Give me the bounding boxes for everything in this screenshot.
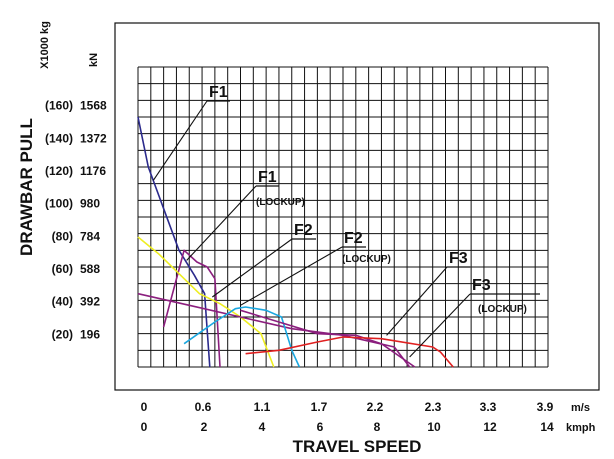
x-tick-ms: 3.3 bbox=[480, 400, 497, 414]
y-tick-kg: (60) bbox=[52, 262, 73, 276]
y-tick-kn: 1568 bbox=[80, 99, 107, 113]
x-tick-kmph: 14 bbox=[540, 420, 554, 434]
x-axis-title: TRAVEL SPEED bbox=[293, 437, 422, 456]
y-axis-title: DRAWBAR PULL bbox=[17, 118, 36, 256]
x-tick-kmph: 12 bbox=[483, 420, 497, 434]
grid bbox=[137, 66, 549, 368]
leader-line-5 bbox=[409, 293, 471, 358]
y-tick-kn: 784 bbox=[80, 229, 100, 243]
x-unit-kmph: kmph bbox=[566, 422, 596, 434]
x-tick-kmph: 2 bbox=[201, 420, 208, 434]
label-f2: F2 bbox=[294, 222, 313, 239]
leader-line-4 bbox=[386, 266, 448, 336]
x-tick-kmph: 0 bbox=[141, 420, 148, 434]
leader-line-2 bbox=[211, 238, 293, 298]
series-line-3 bbox=[137, 292, 411, 368]
x-tick-ms: 0 bbox=[141, 400, 148, 414]
y-tick-kn: 1372 bbox=[80, 131, 107, 145]
x-tick-ms: 2.2 bbox=[367, 400, 384, 414]
x-tick-kmph: 6 bbox=[317, 420, 324, 434]
y-tick-kg: (140) bbox=[45, 131, 73, 145]
series-line-6 bbox=[245, 336, 454, 368]
x-tick-kmph: 8 bbox=[374, 420, 381, 434]
y-unit-kg: X1000 kg bbox=[39, 21, 51, 69]
leader-line-3 bbox=[240, 246, 343, 306]
y-tick-kg: (120) bbox=[45, 164, 73, 178]
series-line-1 bbox=[162, 249, 221, 368]
x-tick-ms: 2.3 bbox=[425, 400, 442, 414]
y-tick-kg: (100) bbox=[45, 197, 73, 211]
x-tick-ms: 1.1 bbox=[254, 400, 271, 414]
label-f1-lockup-sub: (LOCKUP) bbox=[256, 197, 305, 208]
leader-lines bbox=[152, 100, 471, 358]
series-line-0 bbox=[137, 116, 211, 368]
y-tick-kg: (80) bbox=[52, 229, 73, 243]
leader-line-0 bbox=[152, 100, 208, 181]
series-line-4 bbox=[183, 306, 301, 368]
label-f3-lockup-sub: (LOCKUP) bbox=[478, 304, 527, 315]
label-f1-lockup: F1 bbox=[258, 169, 277, 186]
y-tick-kg: (40) bbox=[52, 295, 73, 309]
y-tick-kn: 588 bbox=[80, 262, 100, 276]
y-tick-labels: 196 (20) 392 (40) 588 (60) 784 (80) 980 (100) 1176… bbox=[45, 99, 107, 342]
series-line-5 bbox=[240, 309, 416, 368]
label-f3: F3 bbox=[449, 250, 468, 267]
x-tick-ms: 3.9 bbox=[537, 400, 554, 414]
chart-frame bbox=[114, 22, 600, 391]
series-layer bbox=[137, 116, 454, 368]
x-unit-ms: m/s bbox=[571, 402, 590, 414]
label-f1: F1 bbox=[209, 84, 228, 101]
label-f2-lockup: F2 bbox=[344, 230, 363, 247]
y-tick-kn: 980 bbox=[80, 197, 100, 211]
x-tick-ms: 1.7 bbox=[311, 400, 328, 414]
leader-line-1 bbox=[186, 185, 257, 261]
x-tick-ms: 0.6 bbox=[195, 400, 212, 414]
y-tick-kg: (20) bbox=[52, 327, 73, 341]
label-f2-lockup-sub: (LOCKUP) bbox=[342, 254, 391, 265]
x-tick-labels: 0 0.6 1.1 1.7 2.2 2.3 3.3 3.9 0 2 4 6 8 10 12 14 bbox=[141, 400, 554, 434]
y-unit-kn: kN bbox=[88, 53, 100, 67]
y-tick-kn: 392 bbox=[80, 295, 100, 309]
y-tick-kn: 196 bbox=[80, 327, 100, 341]
series-line-2 bbox=[137, 236, 275, 368]
y-tick-kg: (160) bbox=[45, 99, 73, 113]
x-tick-kmph: 4 bbox=[259, 420, 266, 434]
x-tick-kmph: 10 bbox=[427, 420, 441, 434]
y-tick-kn: 1176 bbox=[80, 164, 106, 178]
label-f3-lockup: F3 bbox=[472, 277, 491, 294]
